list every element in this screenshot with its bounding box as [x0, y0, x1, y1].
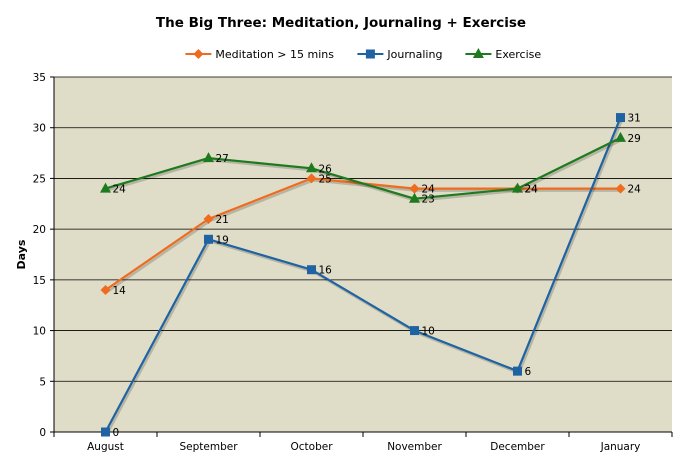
data-point: [513, 366, 522, 376]
series-line: [104, 117, 622, 433]
data-label: 31: [628, 113, 641, 125]
x-tick-label: December: [490, 441, 545, 453]
data-label: 29: [628, 133, 641, 145]
data-point: [203, 152, 214, 163]
data-point: [409, 183, 420, 194]
y-tick-label: 10: [33, 326, 46, 338]
plot-area: [54, 77, 672, 432]
series-line-shadow: [106, 179, 622, 294]
data-label: 19: [216, 234, 229, 246]
y-tick-label: 15: [33, 275, 46, 287]
y-tick-label: 30: [33, 123, 46, 135]
data-label: 23: [422, 194, 435, 206]
legend-label: Meditation > 15 mins: [215, 48, 334, 61]
data-point: [616, 113, 625, 123]
series-journaling: 0 19 16 10 6 31: [101, 113, 641, 439]
legend-label: Journaling: [386, 48, 442, 61]
y-axis-title: Days: [15, 239, 28, 269]
data-point: [307, 265, 316, 275]
data-label: 16: [319, 265, 333, 277]
data-label: 26: [319, 163, 333, 175]
data-label: 24: [525, 184, 539, 196]
legend-marker: [472, 48, 484, 58]
data-point: [101, 427, 110, 437]
x-tick-label: January: [600, 441, 641, 453]
series-line-shadow: [106, 138, 623, 202]
data-point: [410, 326, 419, 336]
x-tick-label: September: [179, 441, 238, 453]
y-tick-label: 25: [33, 173, 46, 185]
data-point: [100, 285, 111, 295]
y-tick-label: 35: [33, 72, 46, 84]
data-point: [615, 131, 626, 142]
data-point: [615, 183, 626, 194]
legend-marker: [193, 49, 204, 59]
legend-item: Meditation > 15 mins: [185, 48, 334, 61]
x-tick-label: October: [290, 441, 333, 453]
data-label: 14: [113, 285, 127, 297]
data-point: [306, 162, 317, 173]
y-axis-ticks: 0 5 10 15 20 25 30 35: [33, 72, 54, 439]
data-label: 24: [113, 184, 127, 196]
data-point: [100, 182, 111, 193]
data-label: 24: [422, 184, 436, 196]
legend-item: Journaling: [357, 48, 442, 61]
chart-title: The Big Three: Meditation, Journaling + …: [156, 15, 526, 31]
data-label: 21: [216, 214, 229, 226]
data-label: 6: [525, 366, 532, 378]
legend-item: Exercise: [465, 48, 541, 61]
y-tick-label: 5: [39, 376, 46, 388]
y-tick-label: 20: [33, 224, 46, 236]
data-label: 24: [628, 184, 642, 196]
x-tick-label: November: [387, 441, 442, 453]
data-label: 27: [216, 153, 229, 165]
data-point: [512, 182, 523, 193]
data-label: 10: [422, 326, 435, 338]
legend-marker: [365, 49, 375, 59]
data-point: [409, 192, 420, 203]
x-axis-ticks: August September October November December Ja…: [53, 432, 673, 453]
data-point: [306, 173, 317, 184]
series-line: [105, 136, 621, 200]
legend: Meditation > 15 mins Journaling Exercise: [185, 48, 541, 61]
data-label: 25: [319, 173, 332, 185]
data-label: 24: [525, 184, 539, 196]
x-tick-label: August: [87, 441, 124, 453]
y-tick-label: 0: [39, 427, 46, 439]
gridlines: [54, 76, 672, 382]
data-point: [204, 234, 213, 244]
data-point: [203, 214, 214, 224]
legend-label: Exercise: [495, 48, 541, 61]
data-label: 0: [113, 427, 120, 439]
